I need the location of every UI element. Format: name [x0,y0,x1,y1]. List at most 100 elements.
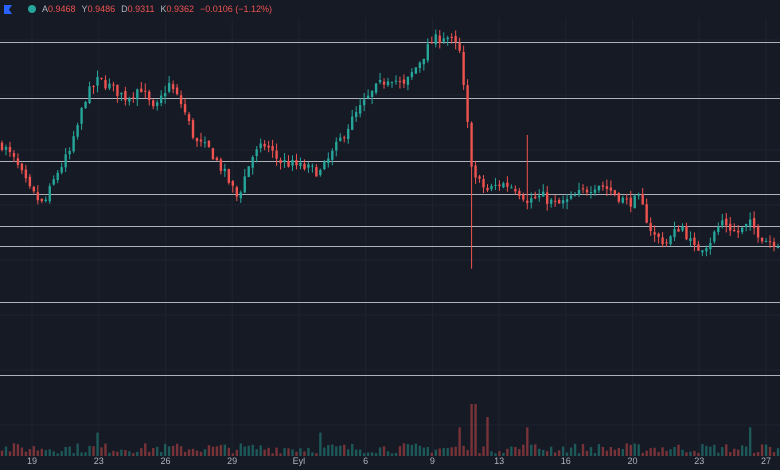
candle-body [633,195,636,209]
volume-bar [235,449,238,456]
volume-bar [565,452,569,456]
volume-bar [163,443,167,456]
candle-body [740,227,744,233]
volume-bar [12,443,16,456]
volume-bar [689,451,692,456]
candle-body [406,76,410,85]
x-tick-label: Eyl [293,456,306,466]
candle-body [108,83,111,89]
volume-bar [530,444,533,456]
volume-bar [740,445,744,456]
candle-body [625,198,628,200]
candle-body [295,160,298,166]
x-tick-label: 20 [628,456,638,466]
volume-bar [717,452,720,456]
volume-bar [561,446,565,456]
volume-bar [295,451,298,456]
candle-body [255,149,258,157]
candle-body [64,154,67,168]
candle-body [116,84,119,96]
candle-body [279,160,282,163]
candle-body [331,150,334,160]
candle-body [490,186,493,190]
volume-bar [621,449,624,456]
volume-bar [275,447,278,456]
x-tick-label: 29 [227,456,237,466]
candle-body [227,169,231,183]
volume-bar [68,446,71,456]
volume-bar [573,443,577,456]
volume-bar [331,444,334,456]
candle-body [374,83,378,93]
candle-body [351,116,354,130]
volume-bar [486,417,489,456]
volume-bar [251,444,254,456]
volume-bar [601,446,605,456]
candle-body [748,219,752,226]
candle-body [179,95,183,105]
candle-body [613,190,617,195]
volume-bar [311,452,314,456]
candle-body [92,86,95,88]
volume-bar [518,449,521,456]
candle-body [231,181,234,186]
volume-bar [279,453,282,456]
candle-body [546,192,549,204]
candle-body [271,146,274,151]
volume-bar [549,446,553,456]
candle-body [466,85,469,122]
candle-body [713,231,716,242]
candle-body [721,220,724,226]
volume-bar [299,448,302,456]
candle-body [450,36,453,38]
volume-bar [557,450,561,456]
volume-bar [390,453,394,456]
volume-bar [0,450,4,456]
candle-body [729,223,732,231]
x-tick-label: 26 [160,456,170,466]
volume-bar [697,452,700,456]
candle-body [307,164,310,168]
candle-body [518,190,521,196]
candle-body [454,36,457,43]
volume-bar [370,452,374,456]
volume-bar [315,453,318,456]
candle-body [323,161,326,170]
volume-bar [263,449,266,456]
candle-body [311,165,314,167]
volume-bar [733,448,736,456]
candle-body [760,237,764,242]
volume-bar [597,444,601,456]
ohlc-low: D0.9311 [121,4,155,14]
volume-bar [701,443,704,456]
flag-icon[interactable] [4,4,12,14]
candle-body [534,196,537,199]
status-dot-icon [28,5,36,13]
candle-body [689,238,692,242]
volume-bar [394,452,398,456]
candle-body [737,230,740,233]
time-axis: 19 23 26 29 Eyl 6 9 13 16 20 23 27 [27,456,771,466]
candle-body [561,200,565,204]
volume-bar [581,443,585,456]
volume-bar [744,446,748,456]
volume-bar [756,452,760,456]
volume-bar [366,452,370,456]
volume-bar [526,427,529,456]
volume-bar [327,445,330,456]
volume-bar [498,451,501,456]
volume-bar [553,452,557,456]
volume-bar [737,449,740,456]
x-tick-label: 23 [694,456,704,466]
candle-body [673,229,676,237]
candle-body [291,159,294,166]
candle-body [132,97,135,99]
volume-bar [8,451,12,456]
volume-bar [211,446,215,456]
volume-bar [287,448,290,456]
candle-body [96,77,99,86]
ohlc-open: A0.9468 [42,4,76,14]
candle-body [152,100,155,107]
volume-bar [522,444,525,456]
